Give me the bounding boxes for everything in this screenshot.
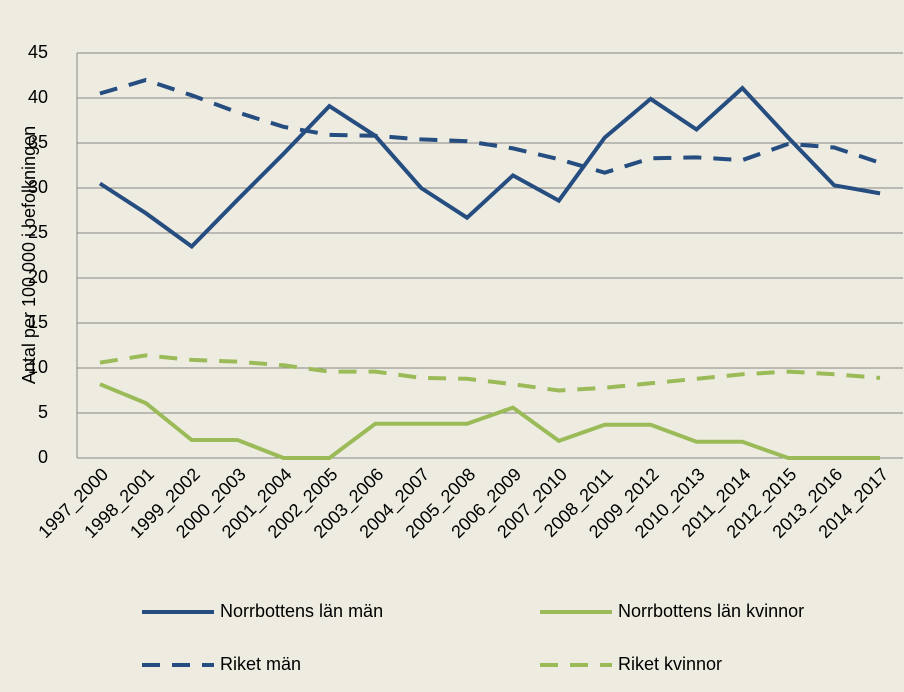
series-line (98, 85, 881, 250)
y-tick-label: 15 (28, 312, 48, 332)
legend-label: Norrbottens län män (220, 601, 383, 621)
y-tick-label: 25 (28, 222, 48, 242)
y-tick-label: 0 (38, 447, 48, 467)
y-tick-label: 20 (28, 267, 48, 287)
y-tick-label: 30 (28, 177, 48, 197)
series-line (99, 382, 881, 460)
legend-label: Riket män (220, 654, 301, 674)
y-axis-label: Antal per 100 000 i befolkningen (19, 126, 39, 384)
y-tick-label: 45 (28, 42, 48, 62)
y-tick-label: 5 (38, 402, 48, 422)
legend-label: Riket kvinnor (618, 654, 722, 674)
y-tick-label: 10 (28, 357, 48, 377)
legend-label: Norrbottens län kvinnor (618, 601, 804, 621)
series-line (99, 77, 881, 175)
y-tick-label: 40 (28, 87, 48, 107)
series-line (99, 353, 881, 393)
y-tick-label: 35 (28, 132, 48, 152)
